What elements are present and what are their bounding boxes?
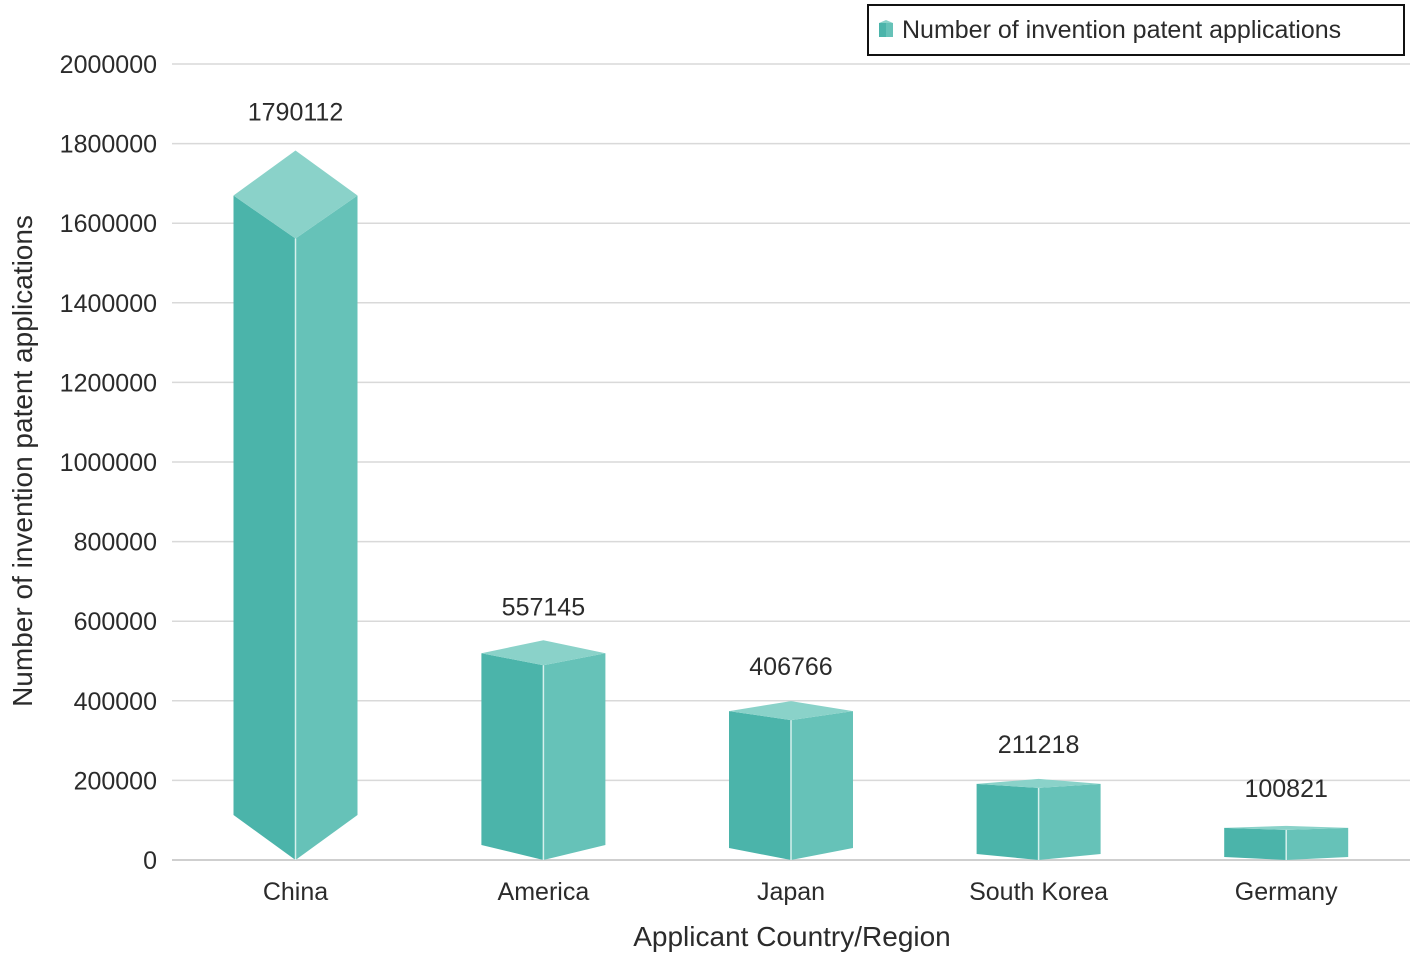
bar-left-face: [729, 711, 791, 860]
grid-lines: [172, 63, 1410, 861]
y-tick-label: 400000: [74, 688, 157, 716]
bar-right-face: [1286, 827, 1349, 860]
bar-left-face: [976, 783, 1039, 860]
y-tick-label: 800000: [74, 529, 157, 557]
bar-top-face: [976, 778, 1101, 788]
y-tick-label: 0: [143, 847, 157, 875]
bar-top-face: [233, 150, 358, 239]
data-label: 1790112: [248, 99, 343, 127]
y-tick-label: 1000000: [60, 449, 157, 477]
bar-left-face: [481, 653, 544, 860]
x-tick-label: South Korea: [969, 878, 1108, 906]
bar-top-face: [729, 701, 853, 721]
bar: [729, 701, 853, 860]
data-label: 406766: [749, 653, 832, 681]
bar-top-face: [481, 640, 606, 666]
bar: [233, 150, 358, 861]
y-tick-label: 2000000: [60, 51, 157, 79]
bar: [1224, 825, 1349, 860]
y-axis-tick-labels: 0 200000 400000 600000 800000 1000000 1200000 1…: [60, 51, 157, 875]
x-tick-label: America: [498, 878, 590, 906]
x-tick-label: Japan: [757, 878, 825, 906]
legend-label: Number of invention patent applications: [902, 16, 1341, 44]
y-axis-title: Number of invention patent applications: [7, 215, 38, 707]
bar-right-face: [543, 653, 606, 860]
y-tick-label: 1800000: [60, 131, 157, 159]
data-label: 100821: [1244, 775, 1327, 803]
bars: [233, 150, 1349, 861]
data-label: 557145: [502, 593, 585, 621]
y-tick-label: 200000: [74, 767, 157, 795]
bar-left-face: [233, 195, 296, 861]
bar: [481, 640, 606, 860]
y-tick-label: 1600000: [60, 210, 157, 238]
bar-right-face: [295, 195, 358, 861]
x-tick-label: China: [263, 878, 328, 906]
bar-right-face: [1038, 783, 1101, 860]
x-axis-title: Applicant Country/Region: [633, 921, 951, 952]
legend: Number of invention patent applications: [867, 4, 1405, 56]
y-tick-label: 600000: [74, 608, 157, 636]
bar-top-face: [1224, 825, 1349, 830]
legend-box: [867, 4, 1405, 56]
legend-swatch-icon: [879, 20, 893, 37]
data-label: 211218: [998, 731, 1080, 759]
bar-right-face: [791, 711, 853, 860]
y-tick-label: 1400000: [60, 290, 157, 318]
y-tick-label: 1200000: [60, 369, 157, 397]
data-labels: 1790112 557145 406766 211218 100821: [248, 99, 1328, 803]
bar-left-face: [1224, 827, 1287, 860]
x-axis-tick-labels: China America Japan South Korea Germany: [263, 878, 1338, 906]
x-tick-label: Germany: [1235, 878, 1338, 906]
bar: [976, 778, 1101, 860]
